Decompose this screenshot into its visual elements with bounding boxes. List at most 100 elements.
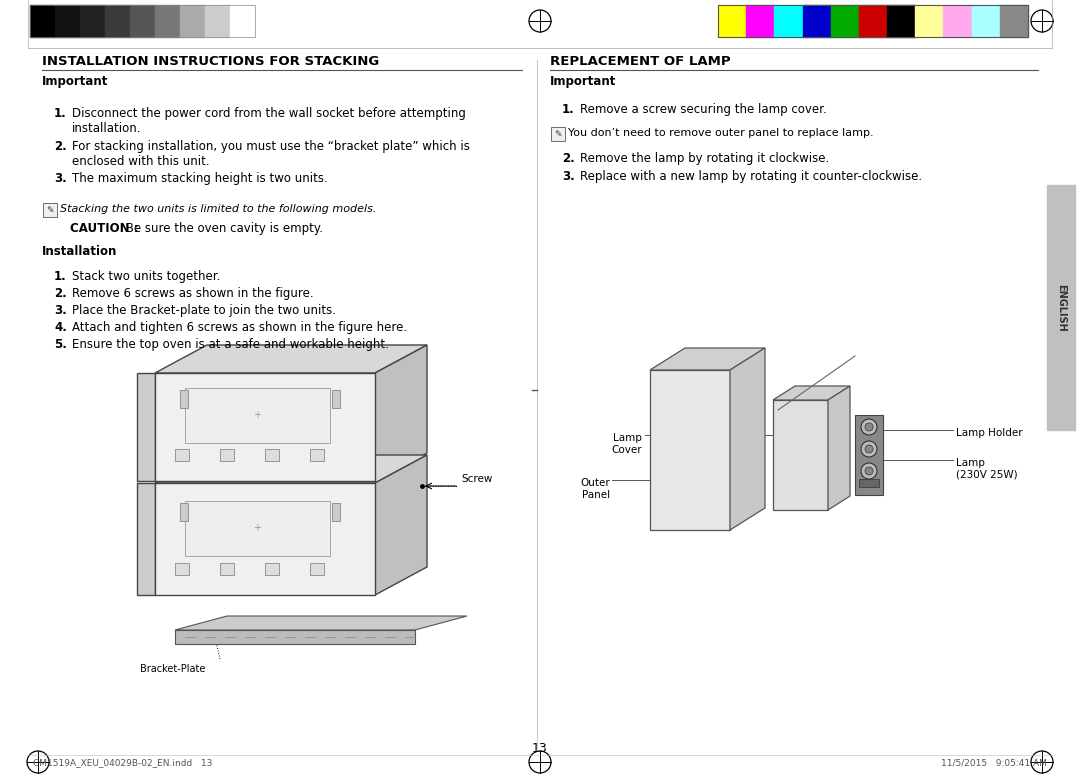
Text: CM1519A_XEU_04029B-02_EN.indd   13: CM1519A_XEU_04029B-02_EN.indd 13 bbox=[33, 759, 213, 767]
Text: Lamp
(230V 25W): Lamp (230V 25W) bbox=[956, 458, 1017, 479]
Circle shape bbox=[865, 423, 873, 431]
Bar bbox=[332, 390, 340, 408]
Text: Remove a screw securing the lamp cover.: Remove a screw securing the lamp cover. bbox=[580, 103, 827, 116]
Text: Stacking the two units is limited to the following models.: Stacking the two units is limited to the… bbox=[60, 204, 376, 214]
Text: For stacking installation, you must use the “bracket plate” which is
enclosed wi: For stacking installation, you must use … bbox=[72, 140, 470, 168]
Text: Stack two units together.: Stack two units together. bbox=[72, 270, 220, 283]
Bar bbox=[156, 483, 375, 595]
Polygon shape bbox=[175, 616, 467, 630]
Text: Replace with a new lamp by rotating it counter-clockwise.: Replace with a new lamp by rotating it c… bbox=[580, 170, 922, 183]
Text: Be sure the oven cavity is empty.: Be sure the oven cavity is empty. bbox=[122, 222, 323, 235]
Bar bbox=[185, 501, 330, 556]
Polygon shape bbox=[137, 373, 156, 481]
Circle shape bbox=[865, 467, 873, 475]
Bar bbox=[265, 449, 279, 461]
Bar bbox=[175, 449, 189, 461]
Bar bbox=[773, 400, 828, 510]
Bar bbox=[55, 5, 80, 37]
Bar bbox=[718, 5, 746, 37]
Bar bbox=[859, 5, 887, 37]
Text: 2.: 2. bbox=[54, 287, 67, 300]
Bar bbox=[915, 5, 944, 37]
Text: Installation: Installation bbox=[42, 245, 118, 258]
Text: 11/5/2015   9:05:41 AM: 11/5/2015 9:05:41 AM bbox=[941, 759, 1047, 767]
Polygon shape bbox=[137, 483, 156, 595]
Text: 2.: 2. bbox=[54, 140, 67, 153]
Bar bbox=[774, 5, 802, 37]
Text: Important: Important bbox=[550, 75, 617, 88]
Bar bbox=[746, 5, 774, 37]
Bar bbox=[650, 370, 730, 530]
Bar bbox=[105, 5, 130, 37]
Bar bbox=[180, 503, 188, 521]
Text: 3.: 3. bbox=[562, 170, 575, 183]
Bar bbox=[185, 388, 330, 443]
Text: Ensure the top oven is at a safe and workable height.: Ensure the top oven is at a safe and wor… bbox=[72, 338, 389, 351]
Bar bbox=[831, 5, 859, 37]
Text: Place the Bracket-plate to join the two units.: Place the Bracket-plate to join the two … bbox=[72, 304, 336, 317]
Polygon shape bbox=[375, 455, 427, 595]
Text: +: + bbox=[253, 523, 261, 533]
Bar bbox=[220, 449, 234, 461]
Bar bbox=[130, 5, 156, 37]
Text: Lamp
Cover: Lamp Cover bbox=[611, 433, 642, 454]
Bar bbox=[859, 479, 879, 487]
Bar bbox=[220, 563, 234, 575]
Polygon shape bbox=[650, 348, 765, 370]
Bar bbox=[802, 5, 831, 37]
Polygon shape bbox=[156, 345, 427, 373]
Bar bbox=[310, 449, 324, 461]
Bar bbox=[887, 5, 915, 37]
Bar bbox=[855, 415, 883, 495]
Polygon shape bbox=[730, 348, 765, 530]
Text: REPLACEMENT OF LAMP: REPLACEMENT OF LAMP bbox=[550, 55, 731, 68]
Text: Screw: Screw bbox=[461, 474, 492, 484]
Text: 2.: 2. bbox=[562, 152, 575, 165]
Bar bbox=[332, 503, 340, 521]
Text: 4.: 4. bbox=[54, 321, 67, 334]
Text: 1.: 1. bbox=[54, 270, 67, 283]
Text: ✎: ✎ bbox=[554, 130, 562, 138]
Bar bbox=[205, 5, 230, 37]
Text: 1.: 1. bbox=[54, 107, 67, 120]
Bar bbox=[156, 373, 375, 481]
Text: 3.: 3. bbox=[54, 172, 67, 185]
Circle shape bbox=[861, 419, 877, 435]
Text: Remove the lamp by rotating it clockwise.: Remove the lamp by rotating it clockwise… bbox=[580, 152, 829, 165]
Bar bbox=[156, 5, 180, 37]
Text: ENGLISH: ENGLISH bbox=[1056, 284, 1066, 332]
Bar bbox=[80, 5, 105, 37]
Bar bbox=[972, 5, 1000, 37]
Bar bbox=[1000, 5, 1028, 37]
Text: INSTALLATION INSTRUCTIONS FOR STACKING: INSTALLATION INSTRUCTIONS FOR STACKING bbox=[42, 55, 379, 68]
Text: ✎: ✎ bbox=[46, 206, 54, 214]
Text: You don’t need to remove outer panel to replace lamp.: You don’t need to remove outer panel to … bbox=[568, 128, 874, 138]
Bar bbox=[551, 127, 565, 141]
Text: Lamp Holder: Lamp Holder bbox=[956, 428, 1023, 438]
Text: Important: Important bbox=[42, 75, 108, 88]
Text: 5.: 5. bbox=[54, 338, 67, 351]
Polygon shape bbox=[375, 345, 427, 481]
Text: CAUTION :: CAUTION : bbox=[70, 222, 138, 235]
Bar bbox=[43, 203, 57, 217]
Bar bbox=[310, 563, 324, 575]
Circle shape bbox=[861, 441, 877, 457]
Text: +: + bbox=[253, 410, 261, 420]
Text: Disconnect the power cord from the wall socket before attempting
installation.: Disconnect the power cord from the wall … bbox=[72, 107, 465, 135]
Bar bbox=[265, 563, 279, 575]
Bar bbox=[718, 5, 1028, 37]
Text: Bracket-Plate: Bracket-Plate bbox=[140, 664, 205, 674]
Polygon shape bbox=[828, 386, 850, 510]
Bar bbox=[180, 390, 188, 408]
Text: Outer
Panel: Outer Panel bbox=[580, 478, 610, 500]
Bar bbox=[175, 563, 189, 575]
Bar bbox=[180, 5, 205, 37]
Text: 1.: 1. bbox=[562, 103, 575, 116]
Circle shape bbox=[861, 463, 877, 479]
Bar bbox=[30, 5, 255, 37]
Text: The maximum stacking height is two units.: The maximum stacking height is two units… bbox=[72, 172, 327, 185]
Text: Attach and tighten 6 screws as shown in the figure here.: Attach and tighten 6 screws as shown in … bbox=[72, 321, 407, 334]
Text: 13: 13 bbox=[532, 741, 548, 755]
Bar bbox=[175, 630, 415, 644]
Bar bbox=[30, 5, 55, 37]
